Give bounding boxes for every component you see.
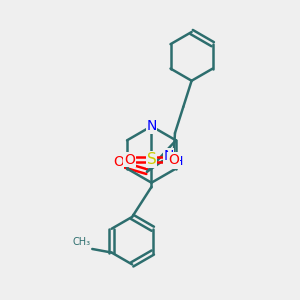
Text: O: O <box>168 152 179 167</box>
Text: CH₃: CH₃ <box>73 237 91 247</box>
Text: N: N <box>146 119 157 133</box>
Text: O: O <box>113 154 124 169</box>
Text: N: N <box>163 149 174 163</box>
Text: S: S <box>147 152 156 167</box>
Text: H: H <box>173 155 183 168</box>
Text: O: O <box>124 152 135 167</box>
